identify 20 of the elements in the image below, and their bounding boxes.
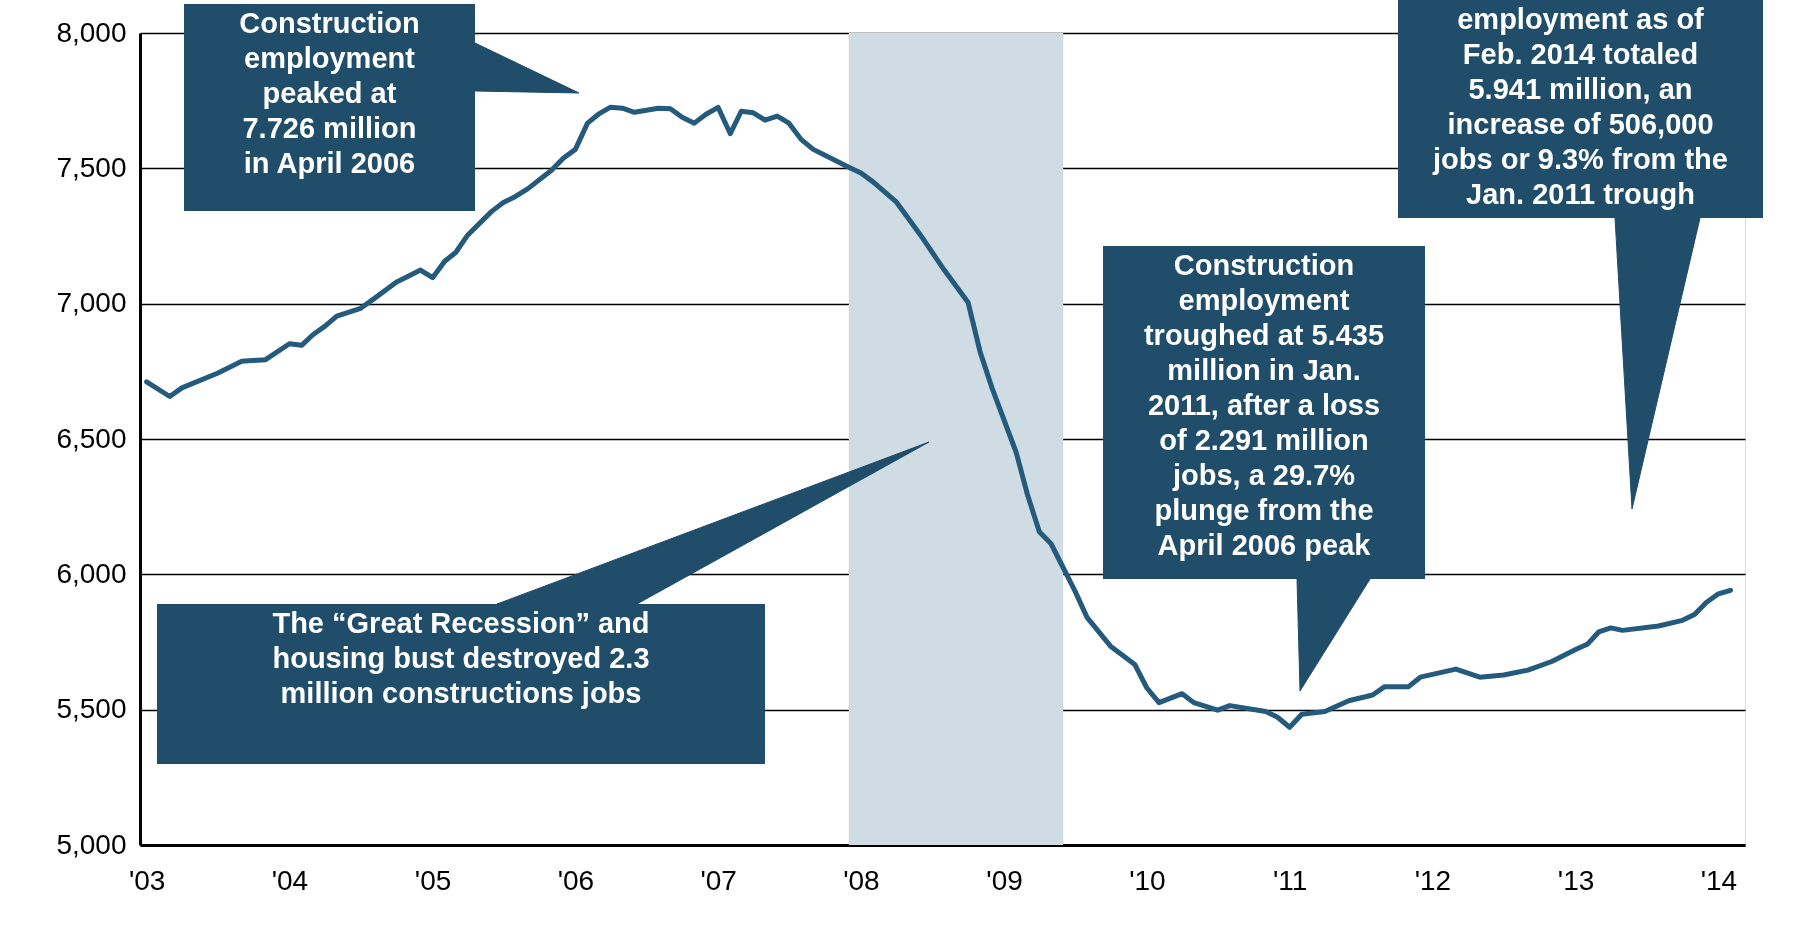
x-tick-label: '11 bbox=[1272, 864, 1308, 896]
x-tick-label: '03 bbox=[128, 864, 166, 896]
x-tick-label: '10 bbox=[1129, 864, 1166, 896]
x-tick-label: '09 bbox=[986, 864, 1023, 896]
x-tick-label: '13 bbox=[1557, 864, 1595, 896]
x-tick-label: '06 bbox=[557, 864, 595, 896]
x-tick-label: '05 bbox=[414, 864, 452, 896]
y-tick-label: 8,000 bbox=[56, 16, 127, 48]
x-tick-label: '04 bbox=[271, 864, 309, 896]
x-tick-label: '12 bbox=[1414, 864, 1452, 896]
x-tick-label: '08 bbox=[843, 864, 880, 896]
y-tick-label: 7,500 bbox=[56, 151, 127, 183]
annotation: The “Great Recession” and housing bust destroyed 2.3 million constructions jobs bbox=[272, 607, 650, 709]
y-tick-label: 6,500 bbox=[56, 422, 127, 454]
y-tick-label: 6,000 bbox=[56, 557, 127, 589]
x-tick-label: '07 bbox=[700, 864, 737, 896]
x-tick-label: '14 bbox=[1700, 864, 1738, 896]
y-tick-label: 5,500 bbox=[56, 693, 127, 725]
y-tick-label: 5,000 bbox=[56, 828, 127, 860]
y-tick-label: 7,000 bbox=[56, 287, 127, 319]
